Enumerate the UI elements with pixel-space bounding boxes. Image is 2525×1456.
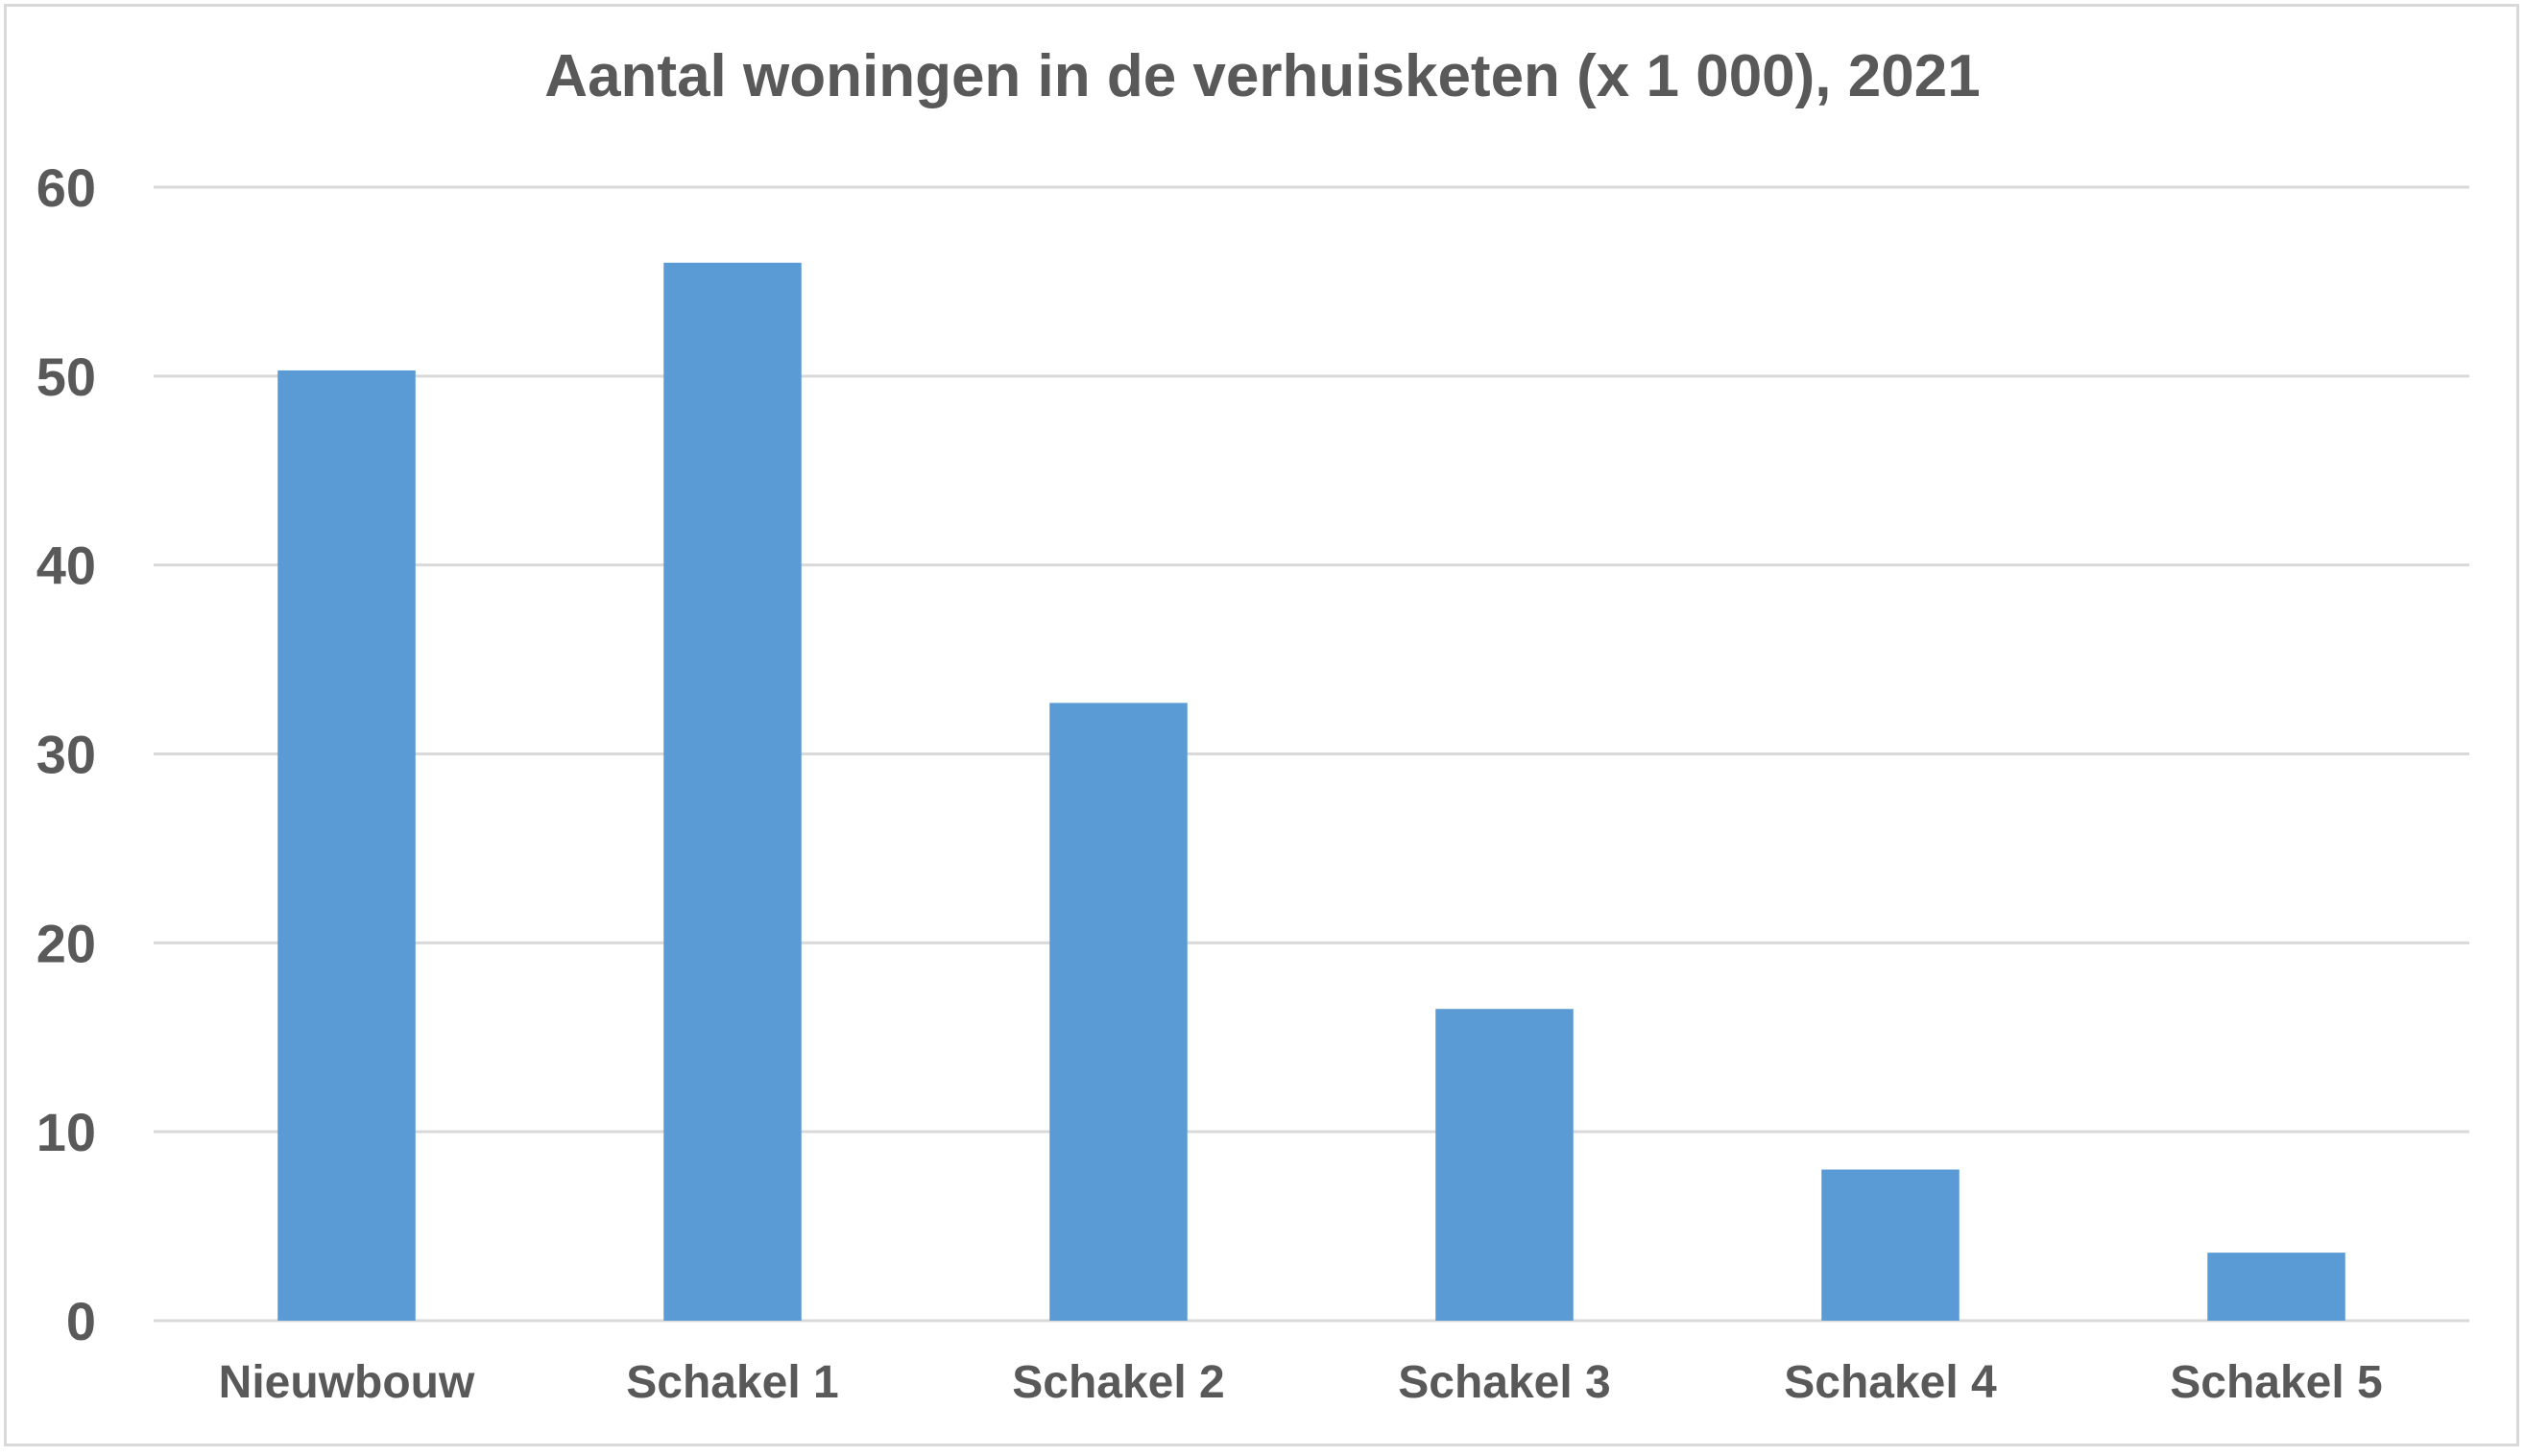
x-category-label: Schakel 4	[1784, 1357, 1997, 1408]
bar-schakel-5	[2207, 1253, 2345, 1321]
bar-schakel-3	[1435, 1009, 1574, 1321]
x-category-label: Schakel 3	[1398, 1357, 1610, 1408]
y-tick-label: 30	[36, 725, 96, 785]
y-tick-label: 0	[66, 1291, 96, 1351]
gridlines	[154, 185, 2469, 1323]
bars	[277, 262, 2345, 1321]
y-axis-tick-labels: 0 10 20 30 40 50 60	[36, 157, 96, 1351]
x-category-label: Nieuwbouw	[219, 1357, 475, 1408]
bar-schakel-4	[1821, 1169, 1960, 1321]
x-category-label: Schakel 2	[1012, 1357, 1224, 1408]
bar-schakel-2	[1049, 703, 1188, 1321]
y-tick-label: 50	[36, 346, 96, 407]
chart-frame	[4, 4, 2519, 1446]
y-tick-label: 60	[36, 157, 96, 218]
bar-nieuwbouw	[277, 370, 416, 1321]
bar-schakel-1	[663, 262, 802, 1321]
y-tick-label: 20	[36, 913, 96, 973]
y-tick-label: 10	[36, 1102, 96, 1162]
x-category-label: Schakel 5	[2170, 1357, 2382, 1408]
chart-title: Aantal woningen in de verhuisketen (x 1 …	[544, 43, 1981, 109]
y-tick-label: 40	[36, 536, 96, 596]
x-axis-category-labels: Nieuwbouw Schakel 1 Schakel 2 Schakel 3 Scha…	[219, 1357, 2383, 1408]
x-category-label: Schakel 1	[626, 1357, 838, 1408]
